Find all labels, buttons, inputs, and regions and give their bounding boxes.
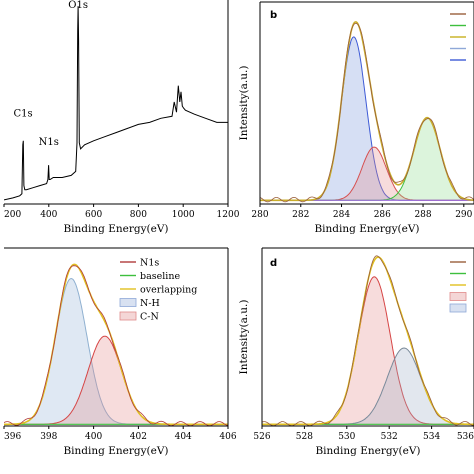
x-tick-label: 280: [251, 210, 268, 220]
plot-area: [260, 21, 474, 203]
plot-area: [4, 6, 228, 201]
peak-annotation: N1s: [39, 137, 59, 148]
peak-fill-2: [4, 336, 228, 425]
x-tick-label: 200: [4, 210, 21, 220]
legend-swatch: [119, 311, 137, 321]
x-tick-label: 402: [130, 432, 147, 442]
x-axis-title: Binding Energy(eV): [63, 223, 168, 235]
legend-label: overlapping: [140, 285, 197, 296]
x-tick-label: 600: [85, 210, 102, 220]
peak-fill-2: [262, 348, 474, 425]
y-axis-title: Intensity(a.u.): [238, 66, 250, 141]
x-tick-label: 1200: [217, 210, 240, 220]
plot-area: [262, 255, 474, 426]
x-tick-label: 528: [296, 432, 313, 442]
legend-label: C-N: [140, 312, 159, 323]
x-tick-label: 400: [40, 210, 57, 220]
panel-c: 396 398 400 402 404 406 Binding Energy(eV) N1s b…: [3, 247, 237, 457]
x-tick-label: 288: [414, 210, 431, 220]
x-tick-label: 396: [4, 432, 21, 442]
panel-letter: d: [270, 258, 277, 269]
measured-spectrum: [262, 255, 474, 426]
plot-area: [4, 263, 228, 426]
x-axis-title: Binding Energy(eV): [314, 223, 419, 235]
legend-swatch: [119, 298, 137, 307]
peak-fill-1: [260, 36, 474, 201]
panel-letter: b: [270, 10, 277, 21]
x-tick-label: 1000: [172, 210, 195, 220]
x-tick-label: 398: [40, 432, 57, 442]
legend-label: N-H: [140, 298, 160, 309]
peak-fill-1: [4, 278, 228, 425]
x-tick-label: 526: [253, 432, 270, 442]
y-axis-title: Intensity(a.u.): [238, 300, 250, 375]
survey-spectrum: [4, 6, 228, 201]
x-tick-label: 534: [423, 432, 440, 442]
x-tick-label: 404: [175, 432, 192, 442]
x-axis-title: Binding Energy(eV): [63, 445, 168, 457]
peak-fill-3: [260, 117, 474, 201]
x-tick-label: 400: [85, 432, 102, 442]
x-tick-label: 286: [374, 210, 391, 220]
peak-annotation: C1s: [13, 108, 32, 119]
peak-annotation: O1s: [68, 0, 88, 11]
peak-fill-2: [260, 147, 474, 201]
legend-label: baseline: [140, 271, 180, 282]
panel-d: 526 528 530 532 534 536 Binding Energy(eV) Inte…: [238, 247, 474, 457]
legend-swatch: [449, 303, 467, 313]
x-tick-label: 532: [381, 432, 398, 442]
peak-fill-1: [262, 276, 474, 425]
measured-spectrum: [260, 23, 474, 203]
x-axis-title: Binding Energy(eV): [315, 445, 420, 457]
x-tick-label: 282: [292, 210, 309, 220]
x-tick-label: 406: [219, 432, 236, 442]
x-tick-label: 290: [455, 210, 472, 220]
x-tick-label: 284: [333, 210, 350, 220]
x-tick-label: 536: [457, 432, 474, 442]
x-tick-label: 800: [130, 210, 147, 220]
x-tick-label: 530: [338, 432, 355, 442]
legend-label: N1s: [140, 258, 159, 269]
panel-a: 200 400 600 800 1000 1200 Binding Energy(eV) C1…: [3, 0, 240, 235]
panel-b: 280 282 284 286 288 290 Binding Energy(eV) Inte…: [238, 1, 474, 235]
legend-swatch: [449, 292, 467, 301]
